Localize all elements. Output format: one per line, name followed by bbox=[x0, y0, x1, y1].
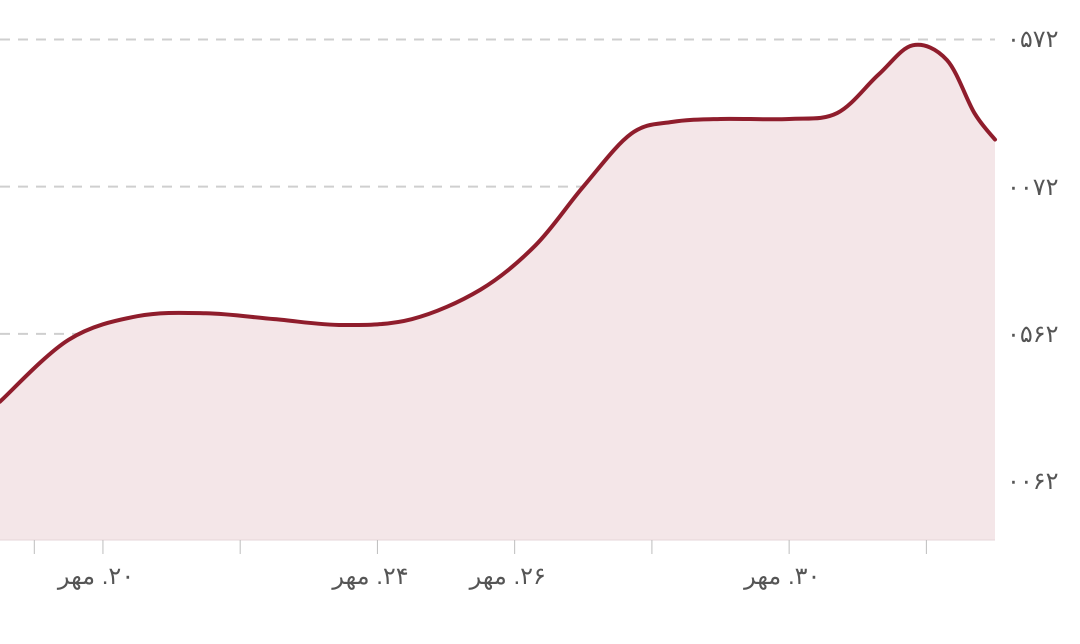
chart-svg bbox=[0, 0, 1080, 644]
x-axis-label: ۲۶. مهر bbox=[470, 562, 546, 591]
y-axis-label: ۲۷۵۰ bbox=[1007, 25, 1059, 54]
x-axis-label: ۲۴. مهر bbox=[332, 562, 408, 591]
x-axis-label: ۳۰. مهر bbox=[744, 562, 820, 591]
y-axis-label: ۲۶۵۰ bbox=[1007, 320, 1059, 349]
y-axis-label: ۲۶۰۰ bbox=[1007, 467, 1059, 496]
x-axis-label: ۲۰. مهر bbox=[58, 562, 134, 591]
price-chart: ۲۶۰۰ ۲۶۵۰ ۲۷۰۰ ۲۷۵۰ ۲۰. مهر ۲۴. مهر ۲۶. مهر ۳۰.… bbox=[0, 0, 1080, 644]
y-axis-label: ۲۷۰۰ bbox=[1007, 173, 1059, 202]
